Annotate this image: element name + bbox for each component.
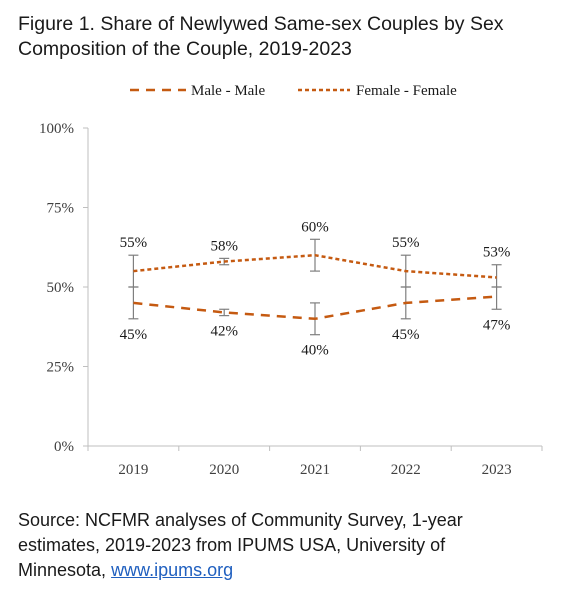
data-label: 42%	[210, 324, 238, 340]
data-label: 40%	[301, 343, 329, 359]
chart-marks: 45% 42% 40% 45% 47% 55% 58% 60% 55% 53%	[120, 219, 511, 358]
source-line-2: estimates, 2019-2023 from IPUMS USA, Uni…	[18, 535, 446, 555]
series-line	[133, 253, 497, 279]
data-label: 47%	[483, 317, 511, 333]
x-tick-label: 2020	[209, 462, 239, 478]
legend: Male - Male Female - Female	[130, 83, 457, 99]
axes: 0% 25% 50% 75% 100% 2019 2020 2021 2022 2023	[39, 121, 543, 478]
chart-title: Figure 1. Share of Newlywed Same-sex Cou…	[18, 12, 558, 62]
x-tick-label: 2023	[482, 462, 512, 478]
data-label: 45%	[392, 327, 420, 343]
data-label: 60%	[301, 219, 329, 235]
x-tick-label: 2022	[391, 462, 421, 478]
line-chart: Male - Male Female - Female 0% 25% 50% 75% 10…	[39, 83, 543, 478]
data-label: 45%	[120, 327, 148, 343]
chart-title-line-2: Composition of the Couple, 2019-2023	[18, 38, 352, 60]
chart-title-line-1: Figure 1. Share of Newlywed Same-sex Cou…	[18, 13, 504, 35]
source-note: Source: NCFMR analyses of Community Surv…	[18, 508, 558, 583]
series-line	[133, 295, 497, 321]
data-label: 53%	[483, 245, 511, 261]
source-prefix: Minnesota,	[18, 560, 112, 580]
y-tick-label: 75%	[47, 201, 75, 217]
legend-label: Male - Male	[191, 83, 265, 99]
data-label: 55%	[392, 235, 420, 251]
legend-label: Female - Female	[356, 83, 457, 99]
source-line-1: Source: NCFMR analyses of Community Surv…	[18, 510, 463, 530]
x-tick-label: 2021	[300, 462, 330, 478]
source-line-3: Minnesota, www.ipums.org	[18, 558, 558, 583]
ipums-link[interactable]: www.ipums.org	[111, 560, 234, 580]
data-label: 55%	[120, 235, 148, 251]
y-tick-label: 0%	[54, 439, 74, 455]
x-tick-label: 2019	[118, 462, 148, 478]
y-tick-label: 25%	[47, 360, 75, 376]
y-tick-label: 50%	[47, 280, 75, 296]
y-tick-label: 100%	[39, 121, 74, 137]
data-label: 58%	[210, 238, 238, 254]
